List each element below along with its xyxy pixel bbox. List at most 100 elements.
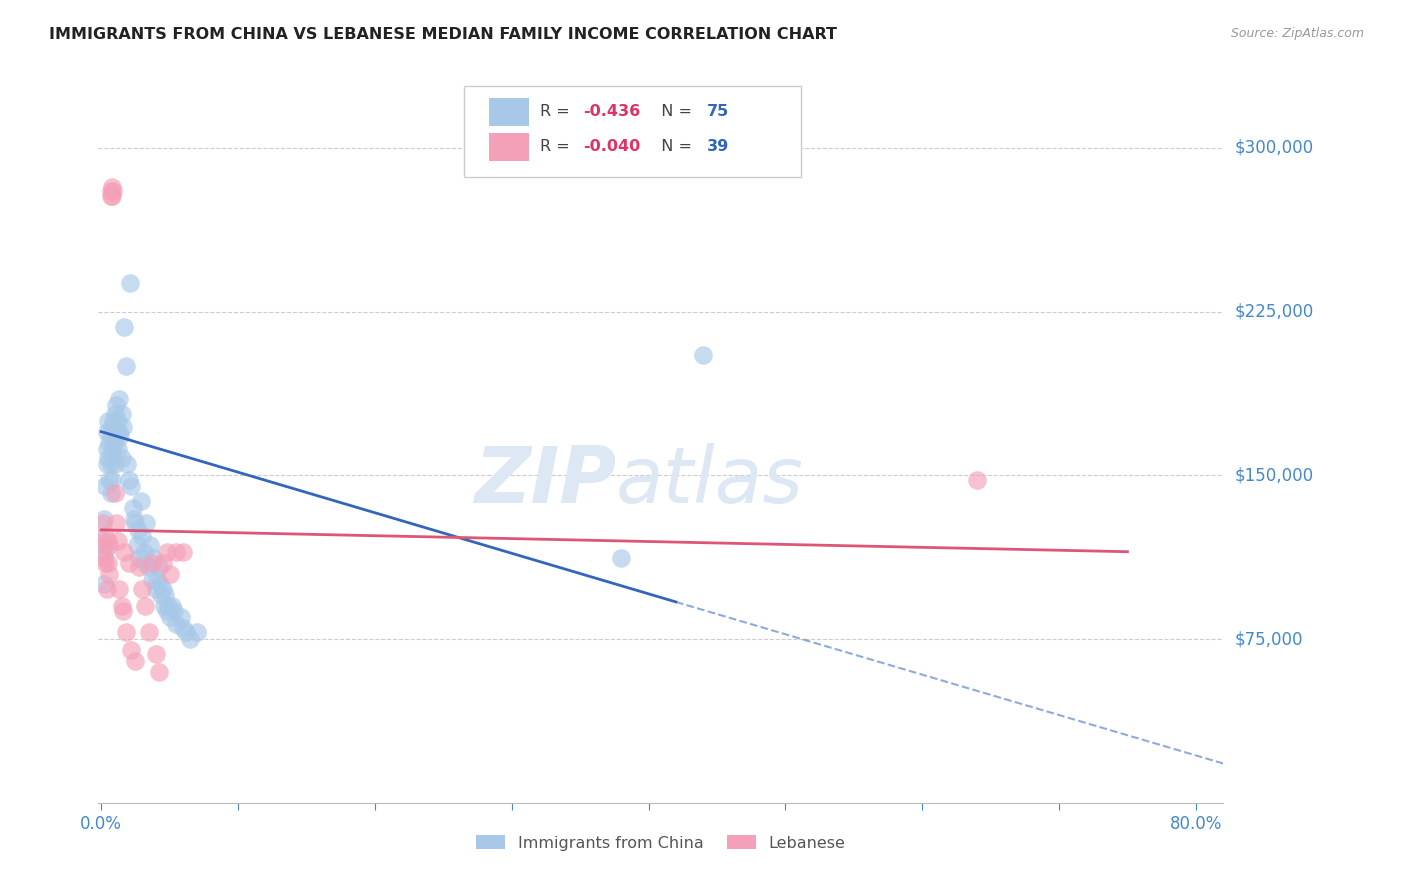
Legend: Immigrants from China, Lebanese: Immigrants from China, Lebanese	[470, 829, 852, 857]
Point	[118, 276, 141, 290]
Point	[94, 545, 117, 559]
Point	[112, 420, 135, 434]
Point	[98, 566, 121, 581]
Point	[162, 599, 184, 614]
Point	[145, 582, 167, 596]
Point	[145, 648, 167, 662]
Point	[179, 632, 201, 646]
Point	[96, 425, 118, 439]
Point	[148, 560, 170, 574]
Point	[966, 473, 988, 487]
Point	[107, 533, 129, 548]
Point	[104, 485, 127, 500]
Text: R =: R =	[540, 104, 575, 120]
Text: Source: ZipAtlas.com: Source: ZipAtlas.com	[1230, 27, 1364, 40]
FancyBboxPatch shape	[489, 98, 529, 126]
Text: N =: N =	[651, 139, 697, 154]
Point	[96, 582, 118, 596]
Point	[112, 604, 135, 618]
Point	[111, 599, 134, 614]
Point	[93, 577, 115, 591]
Point	[128, 551, 150, 566]
Point	[163, 604, 186, 618]
Point	[98, 473, 121, 487]
Point	[155, 588, 177, 602]
Point	[117, 556, 139, 570]
Point	[103, 440, 125, 454]
Point	[610, 551, 633, 566]
Point	[138, 560, 160, 574]
Point	[692, 348, 714, 362]
Point	[94, 529, 117, 543]
Point	[101, 420, 124, 434]
Point	[135, 516, 157, 531]
Point	[91, 533, 114, 548]
Point	[120, 479, 142, 493]
Text: $150,000: $150,000	[1234, 467, 1313, 484]
Point	[115, 458, 138, 472]
Text: IMMIGRANTS FROM CHINA VS LEBANESE MEDIAN FAMILY INCOME CORRELATION CHART: IMMIGRANTS FROM CHINA VS LEBANESE MEDIAN…	[49, 27, 837, 42]
Point	[156, 545, 179, 559]
Point	[152, 556, 174, 570]
Point	[93, 538, 115, 552]
Point	[148, 665, 170, 679]
Point	[165, 545, 187, 559]
Point	[93, 512, 115, 526]
Point	[107, 414, 129, 428]
Point	[91, 516, 114, 531]
Point	[174, 625, 197, 640]
Point	[104, 458, 127, 472]
Point	[108, 582, 131, 596]
Point	[103, 185, 125, 199]
Point	[141, 573, 163, 587]
Point	[110, 429, 132, 443]
Point	[159, 610, 181, 624]
Point	[146, 573, 169, 587]
Point	[101, 446, 124, 460]
Point	[111, 407, 134, 421]
Point	[165, 616, 187, 631]
Point	[97, 414, 120, 428]
Point	[159, 566, 181, 581]
Point	[120, 643, 142, 657]
Point	[114, 359, 136, 373]
Text: atlas: atlas	[616, 443, 804, 519]
Point	[138, 625, 160, 640]
Point	[108, 425, 131, 439]
Point	[103, 414, 125, 428]
Text: -0.040: -0.040	[583, 139, 641, 154]
Point	[117, 473, 139, 487]
Point	[105, 399, 128, 413]
Point	[105, 425, 128, 439]
Point	[98, 435, 121, 450]
FancyBboxPatch shape	[464, 86, 801, 178]
Point	[96, 458, 118, 472]
Point	[112, 545, 135, 559]
Point	[100, 189, 122, 203]
Point	[125, 538, 148, 552]
Point	[100, 458, 122, 472]
Point	[128, 560, 150, 574]
Point	[100, 185, 122, 199]
Point	[98, 538, 121, 552]
Point	[101, 473, 124, 487]
Point	[101, 189, 124, 203]
Point	[131, 582, 153, 596]
Point	[93, 551, 115, 566]
Point	[97, 556, 120, 570]
Text: -0.436: -0.436	[583, 104, 641, 120]
Text: ZIP: ZIP	[474, 443, 616, 519]
Point	[114, 625, 136, 640]
Point	[131, 529, 153, 543]
Point	[124, 654, 146, 668]
Point	[94, 479, 117, 493]
Point	[121, 501, 143, 516]
Point	[172, 621, 194, 635]
Point	[152, 582, 174, 596]
Point	[122, 512, 145, 526]
Point	[104, 407, 127, 421]
Text: 75: 75	[707, 104, 730, 120]
Point	[149, 577, 172, 591]
Point	[153, 599, 176, 614]
Text: N =: N =	[651, 104, 697, 120]
